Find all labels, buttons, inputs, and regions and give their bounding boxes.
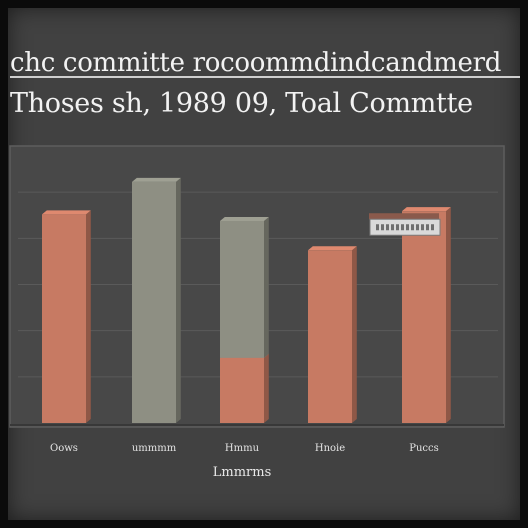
annotation-mark	[431, 224, 434, 231]
bar	[220, 220, 264, 358]
chart-subtitle: Thoses sh, 1989 09, Toal Commtte	[10, 88, 473, 119]
annotation-mark	[396, 224, 399, 231]
annotation-mark	[411, 224, 414, 231]
title-divider	[10, 76, 520, 78]
annotation-mark	[426, 224, 429, 231]
annotation-box	[369, 218, 441, 236]
bar-top	[402, 207, 451, 212]
bar-side	[86, 210, 91, 423]
chart-frame: chc committe rocoommdindcandmerd Thoses …	[8, 8, 520, 520]
bar	[42, 214, 86, 423]
bar-top	[132, 177, 181, 182]
annotation-mark	[391, 224, 394, 231]
plot-area: Oows ummmm Hmmu Hnoie Puccs Lmmrms	[8, 138, 520, 520]
bar-top	[42, 210, 91, 215]
bar	[308, 250, 352, 423]
bar	[402, 211, 446, 423]
x-tick-label: Puccs	[409, 443, 439, 454]
chart-title: chc committe rocoommdindcandmerd	[10, 48, 502, 78]
x-secondary-label: Lmmrms	[213, 465, 272, 480]
bar-chart: Oows ummmm Hmmu Hnoie Puccs Lmmrms	[9, 145, 505, 480]
bar-side	[446, 207, 451, 423]
bar-side	[352, 246, 357, 423]
x-tick-label: Hmmu	[225, 443, 260, 454]
annotation-mark	[381, 224, 384, 231]
annotation-mark	[421, 224, 424, 231]
bar	[220, 357, 264, 423]
annotation-mark	[386, 224, 389, 231]
x-tick-label: Hnoie	[315, 443, 345, 454]
annotation-tab	[369, 213, 439, 220]
bar	[132, 181, 176, 423]
x-tick-label: ummmm	[132, 443, 177, 454]
annotation-mark	[406, 224, 409, 231]
bar-side	[264, 353, 269, 423]
bar-side	[264, 216, 269, 358]
bar-top	[220, 216, 269, 221]
annotation-mark	[416, 224, 419, 231]
bar-top	[308, 246, 357, 251]
annotation-mark	[376, 224, 379, 231]
annotation-mark	[401, 224, 404, 231]
x-tick-label: Oows	[50, 443, 78, 454]
bar-side	[176, 177, 181, 423]
